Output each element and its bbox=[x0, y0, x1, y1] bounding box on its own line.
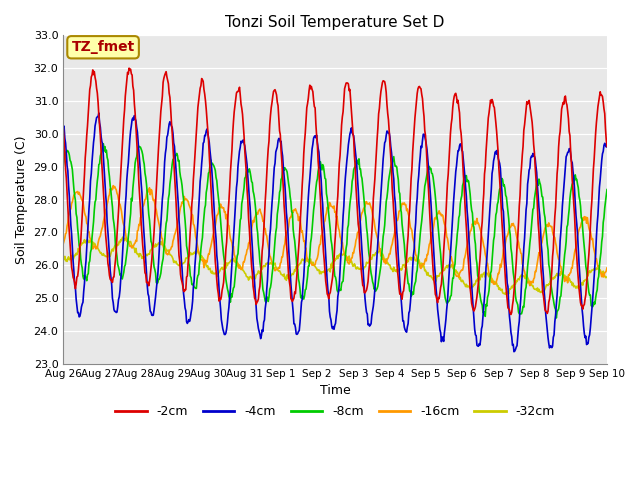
X-axis label: Time: Time bbox=[320, 384, 351, 397]
Y-axis label: Soil Temperature (C): Soil Temperature (C) bbox=[15, 135, 28, 264]
Legend: -2cm, -4cm, -8cm, -16cm, -32cm: -2cm, -4cm, -8cm, -16cm, -32cm bbox=[110, 400, 560, 423]
Text: TZ_fmet: TZ_fmet bbox=[72, 40, 134, 54]
Title: Tonzi Soil Temperature Set D: Tonzi Soil Temperature Set D bbox=[225, 15, 445, 30]
